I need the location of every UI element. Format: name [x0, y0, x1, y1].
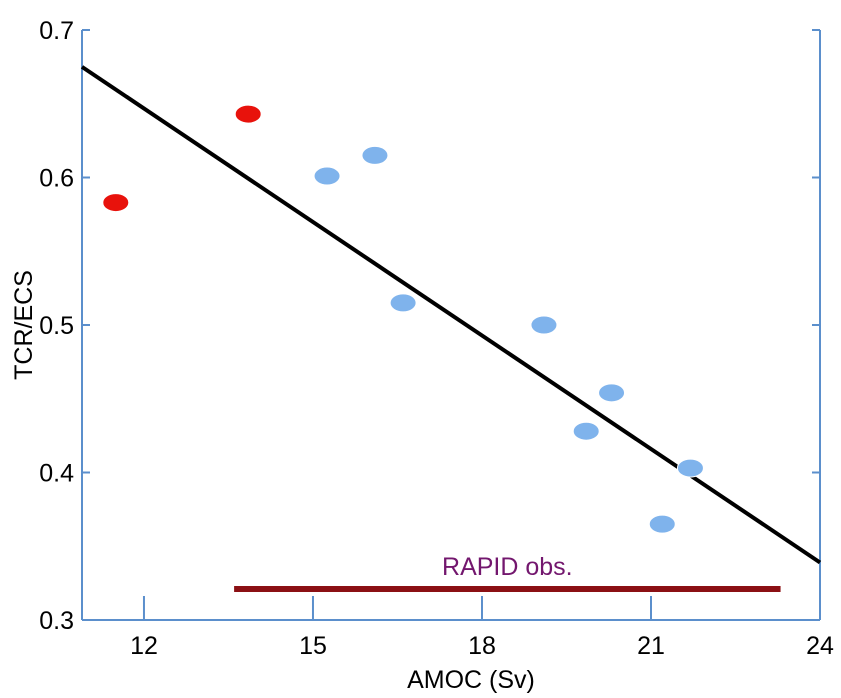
data-point	[389, 293, 417, 313]
fit-line-layer	[80, 65, 822, 565]
x-tick-label: 24	[806, 632, 834, 660]
rapid-obs-label: RAPID obs.	[442, 553, 573, 581]
fit-line	[80, 65, 822, 565]
y-tick-label: 0.5	[39, 312, 74, 340]
data-point	[648, 514, 676, 534]
axes	[81, 30, 821, 621]
x-axis-title: AMOC (Sv)	[407, 666, 535, 694]
ticks	[82, 29, 821, 621]
y-tick-label: 0.7	[39, 17, 74, 45]
x-tick-label: 15	[299, 632, 327, 660]
y-axis-title: TCR/ECS	[10, 270, 38, 380]
data-point	[676, 458, 704, 478]
tick-labels: 0.3 0.4 0.5 0.6 0.7 12 15 18 21 24	[39, 17, 834, 660]
y-tick-label: 0.3	[39, 607, 74, 635]
data-point	[572, 421, 600, 441]
x-tick-label: 18	[468, 632, 496, 660]
data-point	[361, 145, 389, 165]
rapid-annotation: RAPID obs.	[234, 553, 781, 593]
data-point	[313, 166, 341, 186]
y-tick-label: 0.6	[39, 165, 74, 193]
data-point	[234, 104, 262, 124]
y-tick-label: 0.4	[39, 460, 74, 488]
x-tick-label: 21	[637, 632, 665, 660]
x-tick-label: 12	[130, 632, 158, 660]
data-point	[530, 315, 558, 335]
data-point	[598, 383, 626, 403]
data-points	[102, 104, 704, 534]
data-point	[102, 193, 130, 213]
